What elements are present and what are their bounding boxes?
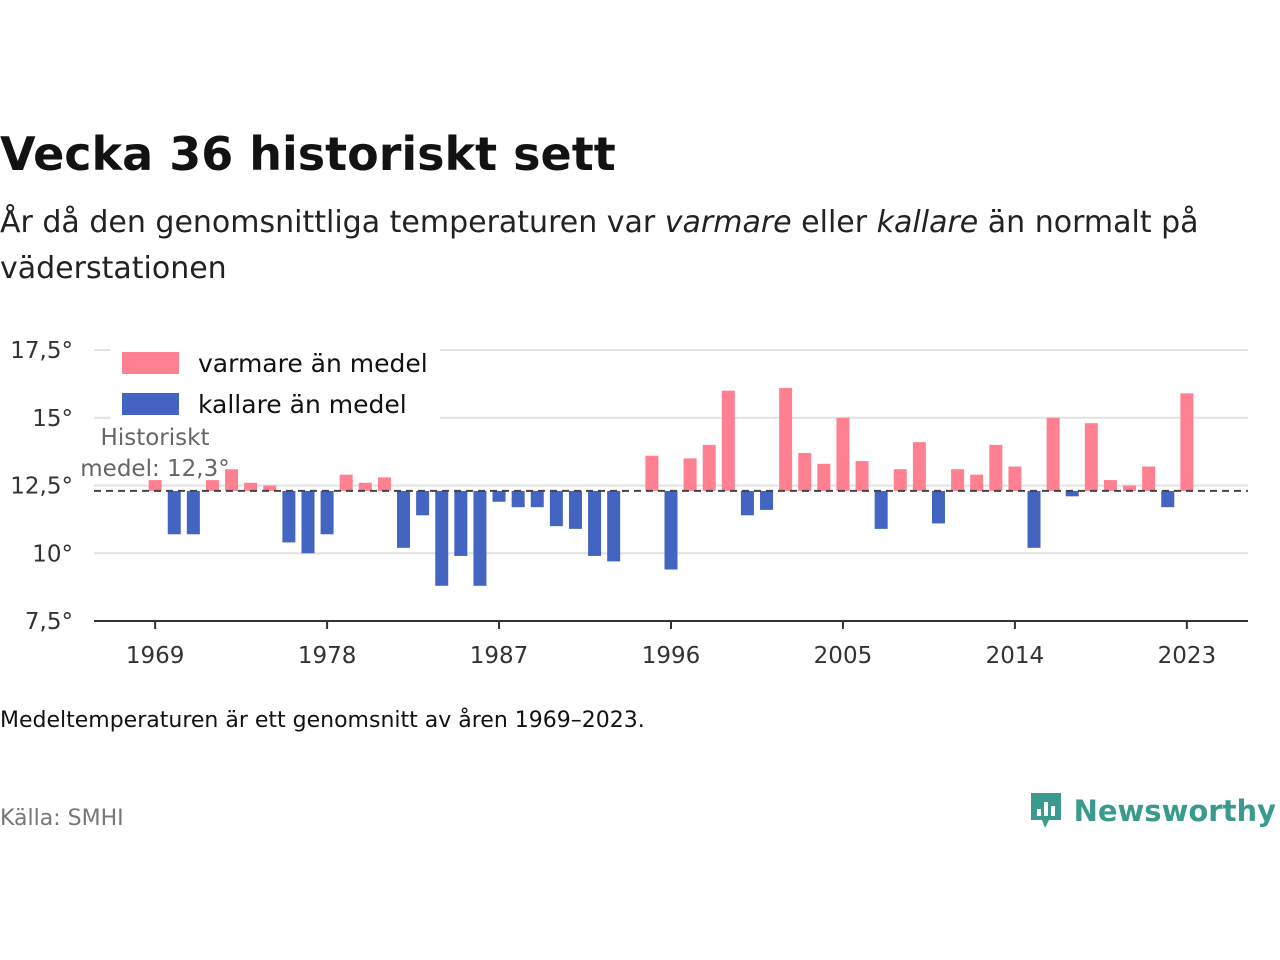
- y-axis: 7,5° 10° 12,5° 15° 17,5°: [10, 338, 73, 635]
- bar-1970: [167, 490, 181, 535]
- bar-1976: [282, 490, 296, 543]
- bar-2010: [931, 490, 945, 524]
- legend-label-warm: varmare än medel: [198, 349, 428, 378]
- bar-2015: [1027, 490, 1041, 548]
- legend-label-cold: kallare än medel: [198, 390, 407, 419]
- source-label: Källa: SMHI: [0, 806, 124, 831]
- newsworthy-logo-icon: [1030, 793, 1061, 828]
- bar-chart: 7,5° 10° 12,5° 15° 17,5° 1969 1978 1987 1996 200…: [10, 338, 1248, 669]
- bar-2013: [989, 444, 1003, 491]
- bar-1974: [244, 482, 258, 491]
- bar-2018: [1084, 423, 1098, 491]
- bar-2004: [817, 463, 831, 491]
- subtitle-cold-word: kallare: [876, 205, 979, 240]
- y-tick-label: 12,5°: [10, 474, 73, 500]
- bar-2023: [1180, 393, 1194, 491]
- bar-2012: [970, 474, 984, 491]
- bar-1972: [205, 480, 219, 491]
- bar-2002: [779, 387, 793, 491]
- x-tick-label: 2014: [986, 643, 1045, 669]
- bar-2009: [912, 442, 926, 491]
- bar-1971: [186, 490, 200, 535]
- bar-2017: [1065, 490, 1079, 497]
- bar-1998: [702, 444, 716, 491]
- subtitle-warm-word: varmare: [664, 205, 792, 240]
- bar-2019: [1103, 480, 1117, 491]
- subtitle-part: År då den genomsnittliga temperaturen va…: [0, 205, 665, 240]
- bar-1999: [721, 390, 735, 491]
- chart-title: Vecka 36 historiskt sett: [0, 127, 616, 181]
- y-tick-label: 15°: [32, 406, 73, 432]
- bar-1990: [549, 490, 563, 527]
- bar-2006: [855, 461, 869, 491]
- bar-1981: [377, 477, 391, 491]
- bar-1983: [416, 490, 430, 516]
- bar-2008: [893, 469, 907, 491]
- bar-1988: [511, 490, 525, 508]
- bar-2021: [1142, 466, 1156, 491]
- x-axis: 1969 1978 1987 1996 2005 2014 2023: [94, 620, 1248, 669]
- bar-1980: [358, 482, 372, 491]
- x-tick-label: 2005: [814, 643, 873, 669]
- bar-1982: [397, 490, 411, 548]
- y-tick-label: 17,5°: [10, 338, 73, 364]
- average-annotation: Historiskt medel: 12,3°: [80, 425, 229, 482]
- bar-2020: [1123, 485, 1137, 491]
- x-tick-label: 1978: [298, 643, 357, 669]
- bar-1986: [473, 490, 487, 586]
- bar-2007: [874, 490, 888, 529]
- x-tick-label: 1987: [470, 643, 529, 669]
- x-tick-label: 1969: [126, 643, 185, 669]
- bar-1973: [225, 469, 239, 491]
- bar-1984: [435, 490, 449, 586]
- legend-swatch-cold: [122, 393, 179, 415]
- y-tick-label: 10°: [32, 541, 73, 567]
- chart-subtitle: År då den genomsnittliga temperaturen va…: [0, 200, 1240, 292]
- x-tick-label: 2023: [1158, 643, 1217, 669]
- bar-2005: [836, 417, 850, 491]
- subtitle-part: än normalt på väderstationen: [0, 205, 1199, 286]
- bar-2016: [1046, 417, 1060, 491]
- bar-2000: [740, 490, 754, 516]
- legend: varmare än medel kallare än medel: [110, 342, 440, 422]
- brand-name: Newsworthy: [1073, 794, 1276, 828]
- brand-logo: Newsworthy: [1028, 790, 1276, 832]
- bar-1987: [492, 490, 506, 502]
- annotation-line-2: medel: 12,3°: [80, 456, 229, 482]
- bar-1979: [339, 474, 353, 491]
- bars: [148, 387, 1194, 586]
- bar-1985: [454, 490, 468, 556]
- bar-1992: [588, 490, 602, 556]
- annotation-line-1: Historiskt: [101, 425, 210, 451]
- bar-1989: [530, 490, 544, 508]
- y-tick-label: 7,5°: [25, 609, 73, 635]
- bar-2014: [1008, 466, 1022, 491]
- bar-1996: [664, 490, 678, 570]
- bar-1995: [645, 455, 659, 491]
- bar-2022: [1161, 490, 1175, 508]
- bar-2003: [798, 452, 812, 491]
- x-tick-label: 1996: [642, 643, 701, 669]
- bar-1969: [148, 480, 162, 491]
- bar-1991: [568, 490, 582, 529]
- bar-1975: [263, 485, 277, 491]
- legend-swatch-warm: [122, 352, 179, 374]
- subtitle-part: eller: [791, 205, 877, 240]
- bar-2001: [760, 490, 774, 510]
- bar-1993: [607, 490, 621, 562]
- bar-2011: [951, 469, 965, 491]
- footnote: Medeltemperaturen är ett genomsnitt av å…: [0, 708, 645, 733]
- bar-1977: [301, 490, 315, 554]
- bar-1997: [683, 458, 697, 491]
- bar-1978: [320, 490, 334, 535]
